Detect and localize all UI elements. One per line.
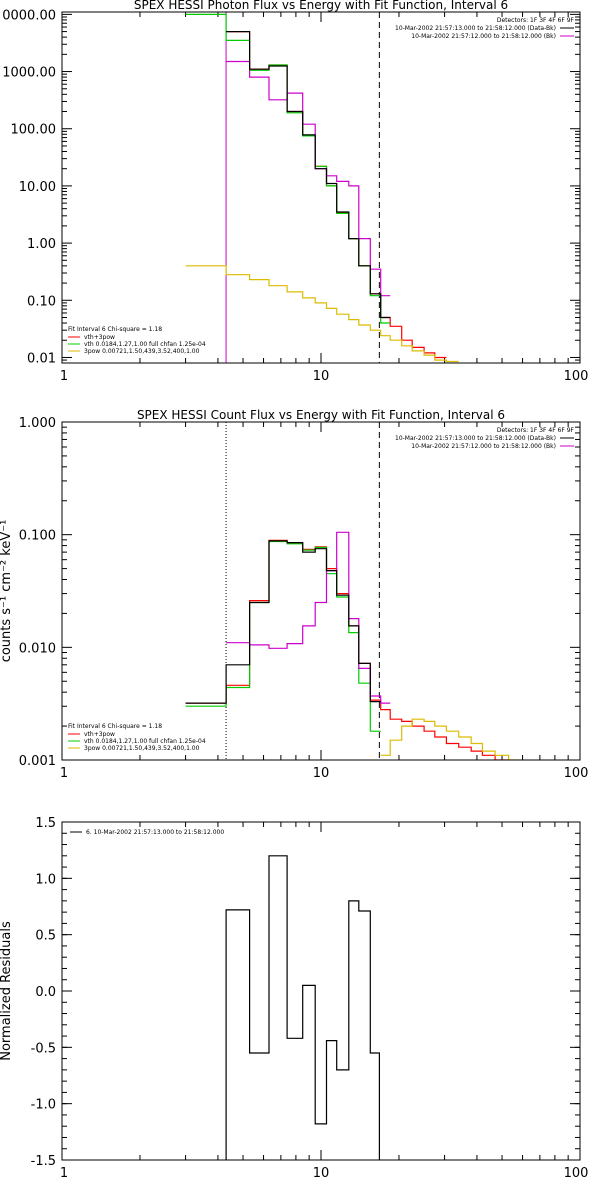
- fit-legend-entry: vth 0.0184,1.27,1.00 full chfan 1.25e-04: [84, 738, 206, 745]
- chart-title: SPEX HESSI Photon Flux vs Energy with Fi…: [134, 0, 508, 12]
- x-tick-label: 1: [60, 1166, 68, 1181]
- y-tick-label: 0.10: [27, 294, 56, 309]
- series-line-5: [185, 540, 381, 704]
- legend-entry: 6. 10-Mar-2002 21:57:13.000 to 21:58:12.…: [86, 829, 224, 836]
- series-line-2: [185, 13, 391, 324]
- plot-frame: [61, 11, 581, 364]
- x-tick-label: 1: [60, 369, 68, 384]
- y-tick-label: 1000.00: [2, 66, 56, 81]
- y-tick-label: 100.00: [11, 123, 57, 138]
- y-tick-label: -1.0: [31, 1098, 56, 1113]
- fit-legend-entry: vth+3pow: [84, 334, 115, 341]
- x-tick-label: 100: [564, 766, 589, 781]
- chart-panel-2: SPEX HESSI Count Flux vs Energy with Fit…: [0, 408, 588, 781]
- fit-legend-entry: vth 0.0184,1.27,1.00 full chfan 1.25e-04: [84, 341, 206, 348]
- y-tick-label: -0.5: [31, 1041, 56, 1056]
- x-tick-label: 10: [313, 1166, 330, 1181]
- y-tick-label: 0000.00: [2, 8, 56, 23]
- y-tick-label: 0.01: [27, 351, 56, 366]
- y-tick-label: 0.100: [19, 529, 56, 544]
- y-tick-label: 0.0: [35, 985, 56, 1000]
- legend: 6. 10-Mar-2002 21:57:13.000 to 21:58:12.…: [70, 829, 224, 836]
- legend-entry: 10-Mar-2002 21:57:13.000 to 21:58:12.000…: [395, 25, 556, 32]
- plot-area: [185, 531, 519, 760]
- y-tick-label: 1.0: [35, 872, 56, 887]
- series-line-1: [185, 539, 509, 760]
- x-tick-label: 100: [564, 1166, 589, 1181]
- fit-legend: Fit Interval 6 Chi-square = 1.18vth+3pow…: [68, 326, 206, 355]
- legend-entry: Detectors: 1F 3F 4F 6F 9F: [497, 427, 575, 434]
- legend-entry: Detectors: 1F 3F 4F 6F 9F: [497, 17, 575, 24]
- series-line-4: [226, 60, 391, 297]
- y-tick-label: 0.010: [19, 641, 56, 656]
- y-tick-label: 0.001: [19, 754, 56, 769]
- x-tick-label: 100: [564, 369, 589, 384]
- series-line-5: [226, 31, 391, 319]
- plot-area: [185, 13, 459, 363]
- series-line-3: [380, 718, 519, 760]
- y-axis-label: Normalized Residuals: [0, 921, 14, 1061]
- plot-area: [225, 855, 380, 1160]
- series-line-1: [225, 855, 380, 1160]
- y-tick-label: -1.5: [31, 1154, 56, 1169]
- legend-entry: 10-Mar-2002 21:57:12.000 to 21:58:12.000…: [411, 33, 556, 40]
- series-line-4: [226, 531, 391, 704]
- x-tick-label: 10: [313, 369, 330, 384]
- plot-frame: [61, 421, 581, 761]
- fit-legend-entry: 3pow 0.00721,1.50,439,3.52,400,1.00: [84, 745, 200, 752]
- y-tick-label: 0.5: [35, 929, 56, 944]
- fit-legend-entry: 3pow 0.00721,1.50,439,3.52,400,1.00: [84, 348, 200, 355]
- fit-legend-header: Fit Interval 6 Chi-square = 1.18: [68, 326, 162, 333]
- legend-entry: 10-Mar-2002 21:57:13.000 to 21:58:12.000…: [395, 435, 556, 442]
- chart-panel-3: Normalized Residuals -1.5 -1.0 -0.5 0.0 0.5 1.…: [0, 816, 588, 1181]
- fit-legend-entry: vth+3pow: [84, 731, 115, 738]
- chart-panel-1: SPEX HESSI Photon Flux vs Energy with Fi…: [2, 0, 588, 384]
- fit-legend: Fit Interval 6 Chi-square = 1.18vth+3pow…: [68, 723, 206, 752]
- y-tick-label: 1.5: [35, 816, 56, 831]
- plot-frame: [61, 821, 581, 1161]
- y-axis-label: counts s⁻¹ cm⁻² keV⁻¹: [0, 520, 14, 663]
- series-line-3: [185, 265, 459, 363]
- legend-entry: 10-Mar-2002 21:57:12.000 to 21:58:12.000…: [411, 443, 556, 450]
- x-tick-label: 10: [313, 766, 330, 781]
- y-tick-label: 1.000: [19, 416, 56, 431]
- x-tick-label: 1: [60, 766, 68, 781]
- chart-title: SPEX HESSI Count Flux vs Energy with Fit…: [137, 408, 505, 422]
- y-tick-label: 1.00: [27, 237, 56, 252]
- y-tick-label: 10.00: [19, 180, 56, 195]
- fit-legend-header: Fit Interval 6 Chi-square = 1.18: [68, 723, 162, 730]
